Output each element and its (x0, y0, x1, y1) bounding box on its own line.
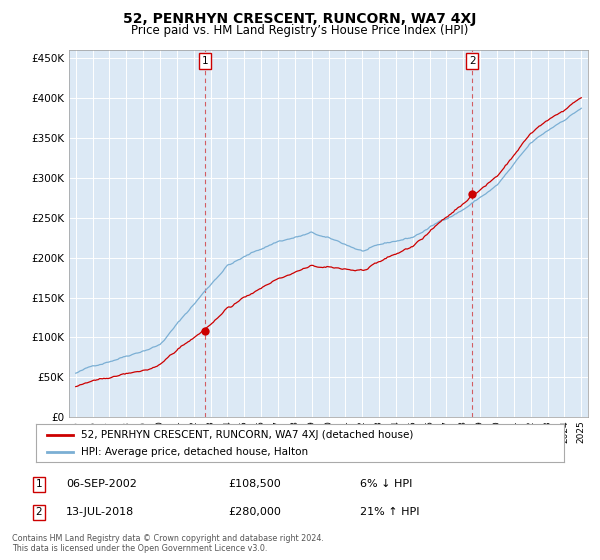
Text: 1: 1 (35, 479, 43, 489)
Text: £108,500: £108,500 (228, 479, 281, 489)
Text: 52, PENRHYN CRESCENT, RUNCORN, WA7 4XJ (detached house): 52, PENRHYN CRESCENT, RUNCORN, WA7 4XJ (… (81, 430, 413, 440)
Text: 13-JUL-2018: 13-JUL-2018 (66, 507, 134, 517)
Text: £280,000: £280,000 (228, 507, 281, 517)
Text: 52, PENRHYN CRESCENT, RUNCORN, WA7 4XJ: 52, PENRHYN CRESCENT, RUNCORN, WA7 4XJ (124, 12, 476, 26)
Text: HPI: Average price, detached house, Halton: HPI: Average price, detached house, Halt… (81, 447, 308, 458)
Text: 6% ↓ HPI: 6% ↓ HPI (360, 479, 412, 489)
Text: Contains HM Land Registry data © Crown copyright and database right 2024.
This d: Contains HM Land Registry data © Crown c… (12, 534, 324, 553)
Text: 2: 2 (35, 507, 43, 517)
Text: 21% ↑ HPI: 21% ↑ HPI (360, 507, 419, 517)
Text: Price paid vs. HM Land Registry’s House Price Index (HPI): Price paid vs. HM Land Registry’s House … (131, 24, 469, 36)
Text: 06-SEP-2002: 06-SEP-2002 (66, 479, 137, 489)
Text: 2: 2 (469, 57, 476, 67)
Text: 1: 1 (202, 57, 208, 67)
